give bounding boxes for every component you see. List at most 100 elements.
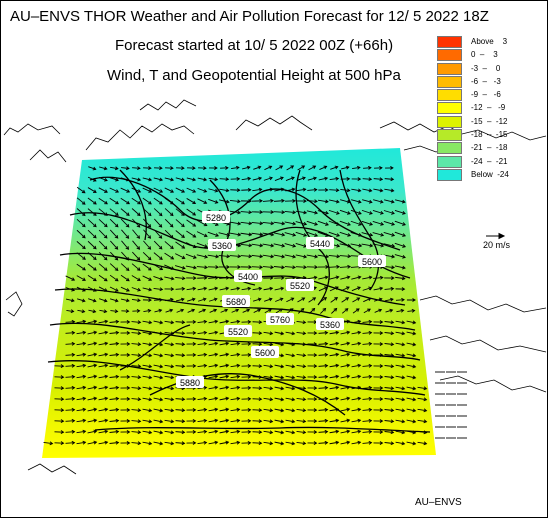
wind-arrow (110, 166, 118, 170)
wind-arrow (208, 419, 218, 423)
wind-arrow-head (137, 353, 142, 358)
wind-arrow (131, 197, 141, 205)
contour-label-box (358, 255, 386, 267)
wind-arrow (120, 274, 130, 282)
legend-label: -18 – -15 (471, 130, 508, 140)
wind-arrow-head (214, 166, 218, 170)
wind-arrow-head (115, 418, 120, 423)
wind-arrow-head (258, 419, 263, 424)
wind-arrow (142, 177, 152, 181)
wind-arrow-head (313, 331, 318, 335)
wind-arrow-head (148, 419, 153, 424)
wind-arrow (231, 309, 239, 313)
wind-arrow-head (192, 166, 196, 171)
wind-arrow-head (280, 187, 285, 192)
wind-arrow (164, 397, 174, 401)
wind-arrow-head (390, 199, 395, 204)
wind-arrow (154, 309, 162, 313)
wind-arrow-head (192, 342, 197, 346)
wind-arrow-head (390, 386, 395, 391)
wind-arrow-head (313, 386, 318, 390)
wind-arrow-head (93, 374, 98, 379)
wind-arrow (230, 408, 240, 412)
wind-arrow-head (412, 397, 417, 402)
wind-arrow-head (346, 440, 351, 445)
wind-arrow (274, 342, 284, 346)
wind-arrow-head (314, 222, 319, 226)
wind-arrow-head (148, 200, 152, 205)
wind-arrow (218, 199, 230, 203)
wind-arrow-head (368, 177, 373, 182)
wind-arrow (209, 309, 217, 313)
wind-arrow-head (82, 245, 86, 250)
wind-arrow-head (170, 320, 175, 325)
wind-arrow (362, 409, 372, 411)
wind-arrow (98, 251, 108, 261)
wind-arrow (340, 397, 350, 401)
wind-arrow (229, 232, 241, 236)
wind-arrow-head (225, 352, 230, 357)
wind-arrow-head (192, 397, 197, 401)
wind-arrow (197, 220, 207, 226)
wind-arrow-head (335, 429, 340, 434)
wind-arrow-head (379, 199, 384, 204)
wind-arrow-head (125, 298, 130, 303)
wind-arrow-head (281, 254, 286, 259)
wind-arrow-head (313, 364, 318, 368)
wind-arrow-head (390, 331, 395, 336)
wind-arrow-head (302, 320, 307, 325)
wind-arrow-head (224, 308, 229, 313)
wind-arrow-head (368, 165, 372, 170)
wind-arrow-head (82, 330, 87, 335)
wind-arrow-head (203, 429, 208, 434)
wind-arrow-head (347, 222, 351, 226)
wind-arrow (109, 343, 119, 345)
wind-arrow-head (280, 386, 285, 391)
wind-arrow-head (411, 308, 416, 313)
wind-arrow (109, 286, 119, 292)
contour-label: 5600 (255, 348, 275, 358)
wind-arrow-head (357, 177, 362, 181)
wind-arrow (131, 298, 141, 302)
wind-arrow-head (148, 408, 153, 413)
wind-arrow (187, 309, 195, 313)
wind-arrow (308, 297, 316, 303)
height-contour (339, 169, 380, 291)
wind-arrow (76, 241, 86, 249)
wind-arrow (65, 275, 75, 281)
wind-arrow (351, 375, 361, 379)
wind-arrow (273, 211, 285, 213)
wind-arrow (208, 353, 218, 357)
contour-label-box (224, 325, 252, 337)
wind-arrow (175, 431, 185, 433)
wind-arrow-head (247, 187, 252, 192)
wind-arrow (87, 320, 97, 324)
wind-arrow (328, 231, 340, 237)
wind-arrow-head (114, 288, 119, 292)
wind-arrow-head (214, 330, 219, 335)
wind-arrow (121, 229, 129, 239)
wind-arrow-head (181, 408, 186, 413)
wind-arrow (253, 166, 261, 170)
wind-arrow (109, 398, 119, 400)
wind-arrow (231, 166, 239, 170)
wind-arrow-head (313, 441, 318, 445)
wind-arrow-head (104, 200, 108, 205)
wind-arrow-head (82, 418, 87, 423)
wind-arrow (252, 431, 262, 433)
wind-arrow (219, 178, 229, 180)
wind-arrow-head (104, 330, 109, 335)
wind-arrow (197, 353, 207, 357)
legend-swatch (437, 142, 462, 155)
wind-arrow-head (191, 297, 196, 302)
wind-arrow-head (391, 210, 395, 215)
wind-arrow-head (215, 222, 219, 226)
wind-arrow-head (268, 297, 273, 302)
wind-arrow-head (324, 429, 329, 434)
wind-arrow (329, 276, 339, 280)
wind-arrow (241, 177, 251, 181)
wind-arrow-head (258, 441, 263, 446)
wind-arrow-head (324, 352, 329, 357)
wind-arrow-head (280, 353, 285, 358)
wind-arrow-head (181, 166, 185, 171)
